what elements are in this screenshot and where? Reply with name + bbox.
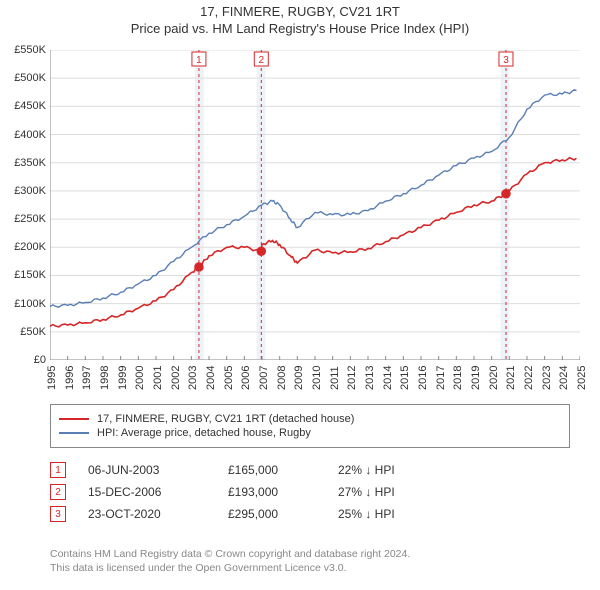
x-tick-label: 2006 <box>240 366 252 390</box>
footer-line-2: This data is licensed under the Open Gov… <box>50 562 570 576</box>
y-tick-label: £350K <box>14 157 46 169</box>
sales-table: 1 06-JUN-2003£165,00022% ↓ HPI 2 15-DEC-200… <box>50 456 570 528</box>
sale-diff: 27% ↓ HPI <box>338 485 458 499</box>
y-tick-label: £100K <box>14 298 46 310</box>
x-tick-label: 2020 <box>488 366 500 390</box>
y-tick-label: £500K <box>14 72 46 84</box>
sale-price: £165,000 <box>228 463 338 477</box>
legend: 17, FINMERE, RUGBY, CV21 1RT (detached h… <box>50 404 570 448</box>
legend-item-property: 17, FINMERE, RUGBY, CV21 1RT (detached h… <box>59 413 561 425</box>
y-tick-label: £300K <box>14 185 46 197</box>
line-chart: 1 2 3 <box>50 50 580 360</box>
x-tick-label: 2013 <box>364 366 376 390</box>
x-tick-label: 2003 <box>187 366 199 390</box>
sale-date: 23-OCT-2020 <box>88 507 228 521</box>
x-tick-label: 2011 <box>329 366 341 390</box>
sale-row: 3 23-OCT-2020£295,00025% ↓ HPI <box>50 506 570 522</box>
legend-swatch <box>59 418 89 420</box>
x-tick-label: 1995 <box>46 366 58 390</box>
y-tick-label: £400K <box>14 129 46 141</box>
title-subtitle: Price paid vs. HM Land Registry's House … <box>0 21 600 36</box>
sale-date: 06-JUN-2003 <box>88 463 228 477</box>
x-tick-label: 2021 <box>505 366 517 390</box>
x-tick-label: 2025 <box>576 366 588 390</box>
sale-date: 15-DEC-2006 <box>88 485 228 499</box>
sale-row: 2 15-DEC-2006£193,00027% ↓ HPI <box>50 484 570 500</box>
x-tick-label: 2018 <box>452 366 464 390</box>
legend-label: 17, FINMERE, RUGBY, CV21 1RT (detached h… <box>97 413 354 425</box>
title-address: 17, FINMERE, RUGBY, CV21 1RT <box>0 4 600 19</box>
sale-marker: 2 <box>50 484 66 500</box>
x-axis-labels: 1995199619971998199920002001200220032004… <box>50 362 580 402</box>
y-tick-label: £250K <box>14 213 46 225</box>
titles: 17, FINMERE, RUGBY, CV21 1RT Price paid … <box>0 0 600 36</box>
y-tick-label: £450K <box>14 100 46 112</box>
x-tick-label: 2024 <box>558 366 570 390</box>
x-tick-label: 2022 <box>523 366 535 390</box>
sale-diff: 25% ↓ HPI <box>338 507 458 521</box>
legend-item-hpi: HPI: Average price, detached house, Rugb… <box>59 427 561 439</box>
y-tick-label: £50K <box>20 326 46 338</box>
x-tick-label: 1998 <box>99 366 111 390</box>
x-tick-label: 2000 <box>134 366 146 390</box>
svg-text:2: 2 <box>259 55 265 66</box>
y-tick-label: £150K <box>14 269 46 281</box>
sale-row: 1 06-JUN-2003£165,00022% ↓ HPI <box>50 462 570 478</box>
x-tick-label: 2015 <box>399 366 411 390</box>
x-tick-label: 2001 <box>152 366 164 390</box>
x-tick-label: 2004 <box>205 366 217 390</box>
x-tick-label: 1999 <box>117 366 129 390</box>
svg-text:3: 3 <box>503 55 509 66</box>
x-tick-label: 2014 <box>382 366 394 390</box>
svg-text:1: 1 <box>196 55 202 66</box>
x-tick-label: 1997 <box>81 366 93 390</box>
x-tick-label: 2010 <box>311 366 323 390</box>
legend-label: HPI: Average price, detached house, Rugb… <box>97 427 311 439</box>
sale-diff: 22% ↓ HPI <box>338 463 458 477</box>
x-tick-label: 2023 <box>541 366 553 390</box>
chart-container: 17, FINMERE, RUGBY, CV21 1RT Price paid … <box>0 0 600 590</box>
x-tick-label: 2007 <box>258 366 270 390</box>
legend-swatch <box>59 432 89 434</box>
x-tick-label: 2016 <box>417 366 429 390</box>
x-tick-label: 2008 <box>276 366 288 390</box>
x-tick-label: 2012 <box>346 366 358 390</box>
footer-line-1: Contains HM Land Registry data © Crown c… <box>50 548 570 562</box>
sale-price: £295,000 <box>228 507 338 521</box>
x-tick-label: 2005 <box>223 366 235 390</box>
y-axis-labels: £0£50K£100K£150K£200K£250K£300K£350K£400… <box>0 50 48 360</box>
series-hpi <box>50 90 576 307</box>
x-tick-label: 2019 <box>470 366 482 390</box>
sale-marker: 1 <box>50 462 66 478</box>
x-tick-label: 2017 <box>435 366 447 390</box>
series-property <box>50 158 576 327</box>
y-tick-label: £0 <box>34 354 46 366</box>
sale-marker: 3 <box>50 506 66 522</box>
x-tick-label: 1996 <box>64 366 76 390</box>
footer-attribution: Contains HM Land Registry data © Crown c… <box>50 548 570 575</box>
y-tick-label: £550K <box>14 44 46 56</box>
y-tick-label: £200K <box>14 241 46 253</box>
x-tick-label: 2002 <box>170 366 182 390</box>
x-tick-label: 2009 <box>293 366 305 390</box>
sale-price: £193,000 <box>228 485 338 499</box>
